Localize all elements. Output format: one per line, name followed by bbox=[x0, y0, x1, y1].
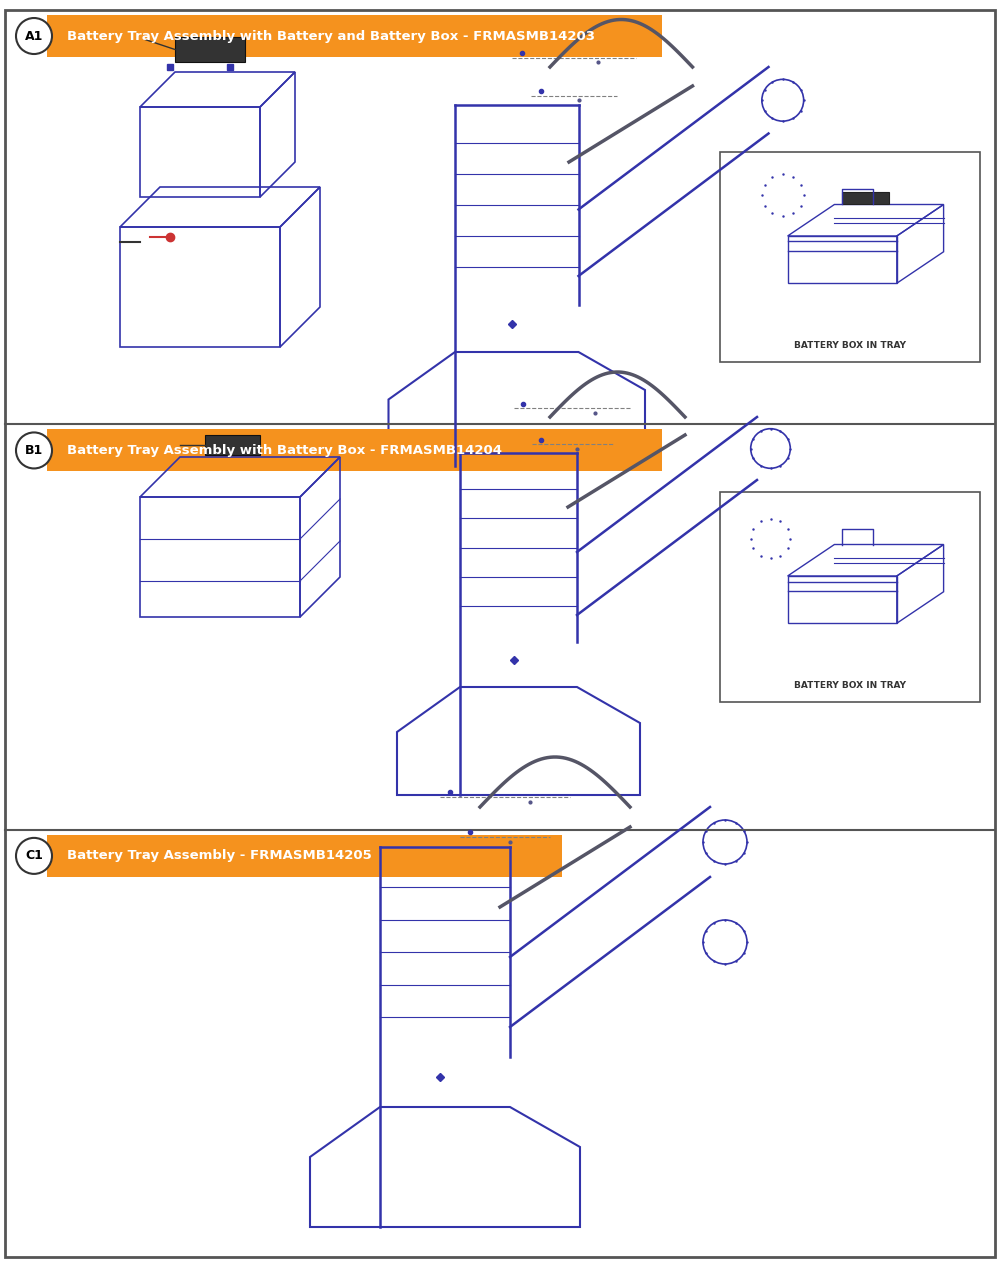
Text: B1: B1 bbox=[25, 443, 43, 457]
Circle shape bbox=[703, 920, 747, 964]
FancyBboxPatch shape bbox=[47, 430, 662, 471]
FancyBboxPatch shape bbox=[720, 492, 980, 702]
Text: A1: A1 bbox=[25, 29, 43, 43]
Text: BATTERY BOX IN TRAY: BATTERY BOX IN TRAY bbox=[794, 680, 906, 689]
FancyBboxPatch shape bbox=[205, 435, 260, 455]
Circle shape bbox=[762, 80, 804, 122]
Text: BATTERY BOX IN TRAY: BATTERY BOX IN TRAY bbox=[794, 341, 906, 350]
FancyBboxPatch shape bbox=[5, 10, 995, 1257]
Circle shape bbox=[16, 432, 52, 469]
Text: Battery Tray Assembly with Battery Box - FRMASMB14204: Battery Tray Assembly with Battery Box -… bbox=[67, 443, 502, 457]
Text: Battery Tray Assembly with Battery and Battery Box - FRMASMB14203: Battery Tray Assembly with Battery and B… bbox=[67, 29, 595, 43]
Circle shape bbox=[16, 18, 52, 54]
Circle shape bbox=[16, 837, 52, 874]
FancyBboxPatch shape bbox=[175, 37, 245, 62]
Circle shape bbox=[751, 428, 790, 469]
Text: Battery Tray Assembly - FRMASMB14205: Battery Tray Assembly - FRMASMB14205 bbox=[67, 849, 372, 863]
Circle shape bbox=[703, 820, 747, 864]
Text: C1: C1 bbox=[25, 849, 43, 863]
FancyBboxPatch shape bbox=[47, 835, 562, 877]
FancyBboxPatch shape bbox=[47, 15, 662, 57]
Circle shape bbox=[762, 175, 804, 217]
FancyBboxPatch shape bbox=[720, 152, 980, 362]
Circle shape bbox=[751, 518, 790, 559]
FancyBboxPatch shape bbox=[842, 191, 889, 204]
